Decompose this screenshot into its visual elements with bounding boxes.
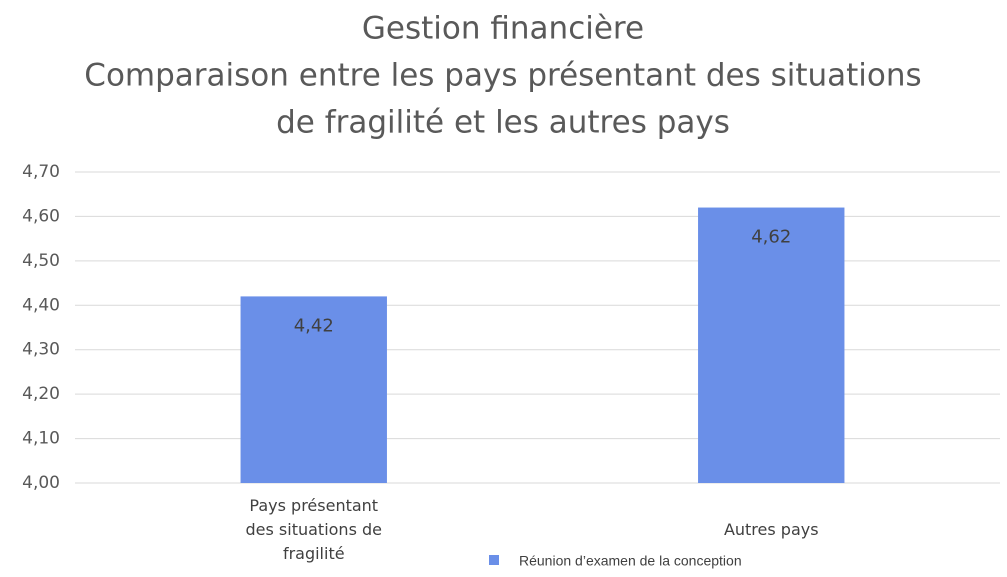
- legend-label: Réunion d’examen de la conception: [519, 553, 742, 569]
- y-tick-label: 4,70: [22, 162, 60, 182]
- chart-title: Gestion financière: [362, 11, 644, 47]
- x-tick-label: Pays présentant des situations de fragil…: [245, 496, 383, 563]
- x-tick-label: Autres pays: [723, 520, 819, 539]
- chart-title: de fragilité et les autres pays: [276, 105, 730, 141]
- bar: [240, 296, 387, 483]
- y-tick-label: 4,60: [22, 206, 60, 226]
- y-tick-label: 4,10: [22, 429, 60, 449]
- legend-swatch: [489, 555, 499, 565]
- data-label: 4,62: [751, 227, 791, 248]
- y-tick-label: 4,30: [22, 340, 60, 360]
- data-label: 4,42: [294, 315, 334, 336]
- chart-title: Comparaison entre les pays présentant de…: [84, 58, 921, 94]
- bar: [698, 207, 845, 484]
- y-tick-label: 4,00: [22, 473, 60, 493]
- y-tick-label: 4,20: [22, 384, 60, 404]
- y-tick-label: 4,40: [22, 295, 60, 315]
- y-tick-label: 4,50: [22, 251, 60, 271]
